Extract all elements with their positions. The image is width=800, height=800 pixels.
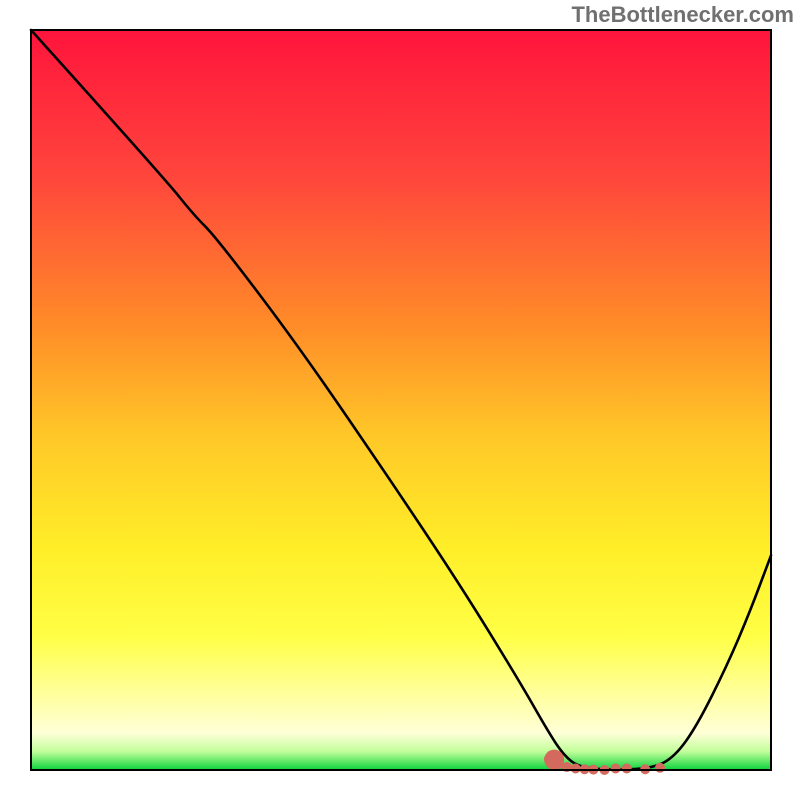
- optimal-marker: [571, 764, 581, 774]
- optimal-marker: [611, 764, 621, 774]
- watermark-text: TheBottlenecker.com: [571, 2, 794, 28]
- chart-svg: [0, 0, 800, 800]
- optimal-marker: [622, 764, 632, 774]
- optimal-marker: [544, 754, 554, 764]
- optimal-marker: [553, 759, 563, 769]
- optimal-marker: [655, 763, 665, 773]
- gradient-background: [31, 30, 771, 770]
- chart-container: TheBottlenecker.com: [0, 0, 800, 800]
